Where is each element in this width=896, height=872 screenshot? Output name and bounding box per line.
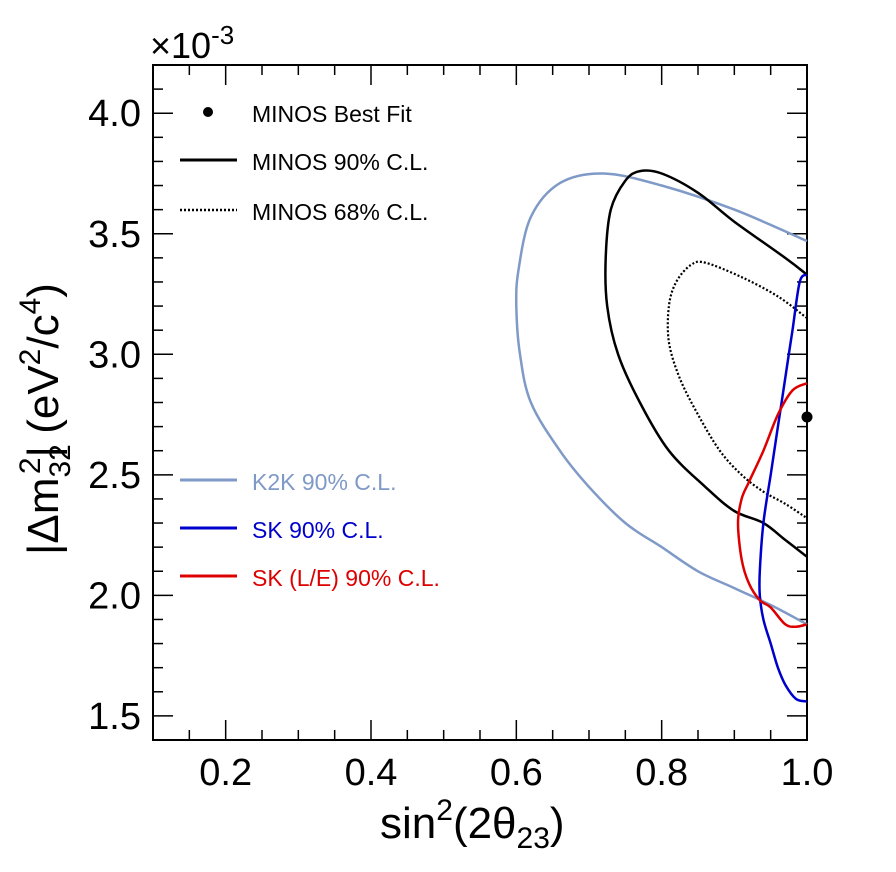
best-fit-point xyxy=(801,411,813,423)
y-axis-title: |Δm322| (eV2/c4) xyxy=(14,283,77,555)
y-tick-label: 4.0 xyxy=(88,93,141,135)
x-tick-label: 0.4 xyxy=(345,752,398,794)
x-tick-label: 0.2 xyxy=(199,752,252,794)
y-tick-label: 2.0 xyxy=(88,575,141,617)
exponent-label: ×10-3 xyxy=(150,20,234,66)
legend-minos68-label: MINOS 68% C.L. xyxy=(252,199,428,225)
axis-tick-labels: 0.2 0.4 0.6 0.8 1.0 1.5 2.0 2.5 3.0 3.5 4.0 xyxy=(88,93,833,794)
legend-minos90-label: MINOS 90% C.L. xyxy=(252,149,428,175)
y-tick-label: 2.5 xyxy=(88,455,141,497)
axis-ticks xyxy=(152,64,808,741)
x-tick-label: 0.6 xyxy=(490,752,543,794)
legend-bottom: K2K 90% C.L. SK 90% C.L. SK (L/E) 90% C.… xyxy=(180,469,440,591)
x-tick-label: 1.0 xyxy=(781,752,834,794)
contour-curves xyxy=(514,169,808,703)
y-tick-label: 3.5 xyxy=(88,214,141,256)
contour-sk xyxy=(758,273,808,703)
legend-best-fit-marker xyxy=(203,107,213,117)
contour-minos68 xyxy=(666,260,808,520)
y-tick-label: 3.0 xyxy=(88,334,141,376)
legend-sk-le-label: SK (L/E) 90% C.L. xyxy=(252,565,440,591)
contour-sk_le xyxy=(736,382,808,629)
y-tick-label: 1.5 xyxy=(88,696,141,738)
x-tick-label: 0.8 xyxy=(635,752,688,794)
legend-sk-label: SK 90% C.L. xyxy=(252,517,384,543)
contour-minos90 xyxy=(604,169,808,558)
legend-k2k-label: K2K 90% C.L. xyxy=(252,469,396,495)
legend-top: MINOS Best Fit MINOS 90% C.L. MINOS 68% … xyxy=(180,101,428,225)
legend-best-fit-label: MINOS Best Fit xyxy=(252,101,412,127)
contour-k2k xyxy=(514,172,808,626)
x-axis-title: sin2(2θ23) xyxy=(380,794,565,855)
